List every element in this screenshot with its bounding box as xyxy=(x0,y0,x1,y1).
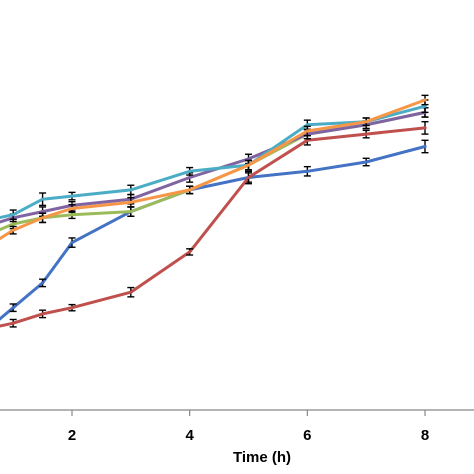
series-line xyxy=(0,145,426,321)
data-point xyxy=(129,200,133,204)
data-point xyxy=(70,241,74,245)
data-point xyxy=(11,321,15,325)
data-point xyxy=(305,129,309,133)
data-point xyxy=(40,210,45,214)
series-layer xyxy=(0,94,429,328)
data-point xyxy=(188,250,192,254)
data-point xyxy=(423,104,427,108)
x-axis-label: Time (h) xyxy=(233,449,291,466)
data-point xyxy=(40,281,45,285)
x-tick-label: 6 xyxy=(303,427,311,444)
data-point xyxy=(11,213,15,217)
data-point xyxy=(40,312,45,316)
series-line xyxy=(0,126,426,328)
series-2 xyxy=(0,120,429,328)
data-point xyxy=(11,228,15,232)
data-point xyxy=(246,163,251,167)
series-line xyxy=(0,98,426,241)
data-point xyxy=(305,123,309,127)
data-point xyxy=(423,126,427,130)
data-point xyxy=(364,120,368,124)
x-tick-label: 4 xyxy=(185,427,194,444)
data-point xyxy=(129,290,133,294)
data-point xyxy=(364,160,368,164)
x-tick-label: 2 xyxy=(68,427,76,444)
data-point xyxy=(11,222,15,226)
x-axis-ticks: 2 4 6 8 xyxy=(68,410,429,444)
data-point xyxy=(11,306,15,310)
data-point xyxy=(40,216,45,220)
series-line xyxy=(0,110,426,224)
data-point xyxy=(423,98,427,102)
data-point xyxy=(129,210,133,214)
series-line xyxy=(0,104,426,220)
x-tick-label: 8 xyxy=(421,427,429,444)
data-point xyxy=(246,157,251,161)
data-point xyxy=(70,306,74,310)
data-point xyxy=(188,175,192,180)
data-point xyxy=(305,138,309,142)
data-point xyxy=(70,213,74,217)
series-1 xyxy=(0,139,429,321)
data-point xyxy=(246,175,251,180)
data-point xyxy=(305,169,309,173)
data-point xyxy=(70,206,74,211)
data-point xyxy=(129,188,133,192)
data-point xyxy=(70,194,74,198)
data-point xyxy=(40,197,45,201)
data-point xyxy=(188,188,192,192)
series-6 xyxy=(0,94,429,241)
data-point xyxy=(364,132,368,136)
data-point xyxy=(423,144,427,149)
data-point xyxy=(188,169,192,173)
